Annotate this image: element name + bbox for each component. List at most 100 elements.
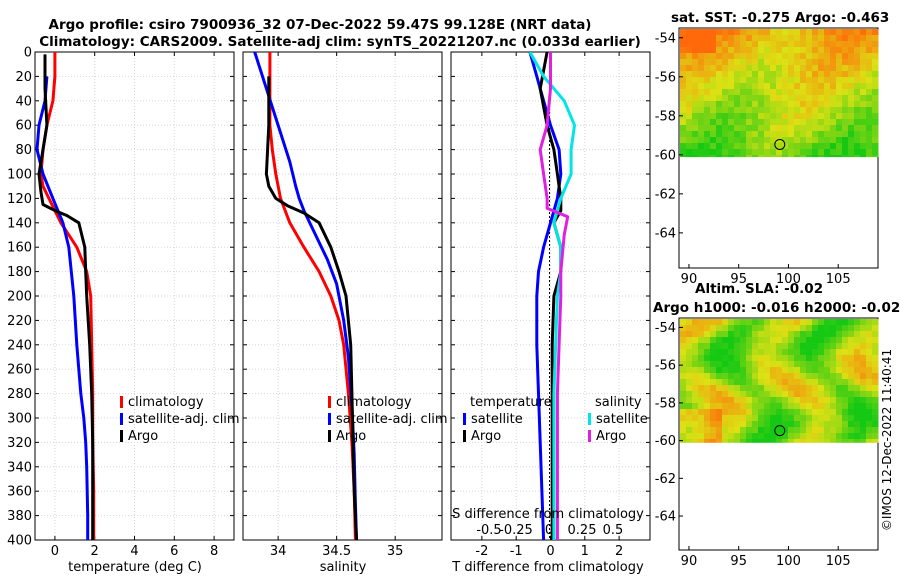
heat-cell [722, 71, 729, 78]
heat-cell [794, 41, 801, 48]
heat-cell [728, 47, 735, 54]
difference-panel: -2 -1 0 1 2 -0.5-0.25 0 0.25 0.5 temperature sa… [450, 51, 651, 575]
heat-cell [824, 385, 831, 392]
heat-cell [812, 367, 819, 374]
x-tick-label: -2 [475, 544, 488, 559]
heat-cell [776, 125, 783, 132]
heat-cell [860, 337, 867, 344]
heat-cell [860, 113, 867, 120]
heat-cell [692, 113, 699, 120]
s-tick-label: 0.25 [568, 523, 597, 538]
heat-cell [836, 35, 843, 42]
heat-cell [836, 113, 843, 120]
legend-swatch-climatology [328, 396, 331, 408]
heat-cell [734, 391, 741, 398]
heat-cell [740, 89, 747, 96]
heat-cell [686, 367, 693, 374]
heat-cell [692, 59, 699, 66]
legend-label-climatology: climatology [336, 395, 412, 410]
heat-cell [734, 101, 741, 108]
heat-cell [686, 113, 693, 120]
heat-cell [752, 409, 759, 416]
heat-cell [794, 409, 801, 416]
heat-cell [806, 95, 813, 102]
heat-cell [740, 47, 747, 54]
heat-cell [758, 83, 765, 90]
heat-cell [848, 89, 855, 96]
heat-cell [752, 361, 759, 368]
heat-cell [836, 149, 843, 156]
heat-cell [704, 143, 711, 150]
heat-cell [824, 337, 831, 344]
heat-cell [806, 89, 813, 96]
heat-cell [710, 439, 717, 443]
heat-cell [680, 325, 687, 332]
heat-cell [818, 149, 825, 156]
heat-cell [734, 367, 741, 374]
heat-cell [812, 343, 819, 350]
heat-cell [818, 319, 825, 326]
heat-cell [872, 379, 879, 386]
x-tick-label: -1 [510, 544, 523, 559]
heat-cell [716, 95, 723, 102]
heat-cell [770, 35, 777, 42]
heat-cell [758, 107, 765, 114]
heat-cell [788, 107, 795, 114]
heat-cell [842, 349, 849, 356]
heat-cell [716, 427, 723, 434]
heat-cell [758, 421, 765, 428]
heat-cell [770, 89, 777, 96]
heat-cell [752, 397, 759, 404]
heat-cell [776, 47, 783, 54]
x-tick-label: 2 [615, 544, 623, 559]
heat-cell [722, 397, 729, 404]
heat-cell [764, 77, 771, 84]
heat-cell [800, 35, 807, 42]
heat-cell [770, 415, 777, 422]
heat-cell [686, 325, 693, 332]
difference-legend: temperature satellite Argo salinity sate… [463, 395, 648, 444]
heat-cell [848, 391, 855, 398]
heat-cell [860, 83, 867, 90]
heat-cell [848, 83, 855, 90]
heat-cell [746, 439, 753, 443]
heat-cell [860, 379, 867, 386]
heat-cell [704, 355, 711, 362]
series-line-salinity-satellite [528, 52, 576, 540]
heat-cell [734, 319, 741, 326]
heat-cell [716, 47, 723, 54]
heat-cell [710, 143, 717, 150]
heat-cell [686, 385, 693, 392]
heat-cell [686, 391, 693, 398]
heat-cell [734, 35, 741, 42]
heat-cell [692, 421, 699, 428]
heat-cell [716, 155, 723, 158]
heat-cell [734, 113, 741, 120]
heat-cell [746, 337, 753, 344]
heat-cell [692, 361, 699, 368]
heat-cell [860, 319, 867, 326]
heat-cell [710, 71, 717, 78]
heat-cell [788, 433, 795, 440]
heat-cell [842, 427, 849, 434]
heat-cell [770, 403, 777, 410]
heat-cell [698, 433, 705, 440]
heat-cell [758, 59, 765, 66]
heat-cell [770, 149, 777, 156]
heat-cell [740, 131, 747, 138]
heat-cell [710, 77, 717, 84]
heat-cell [686, 119, 693, 126]
heat-cell [860, 107, 867, 114]
heat-cell [680, 65, 687, 72]
heat-cell [842, 433, 849, 440]
heat-cell [800, 113, 807, 120]
heat-cell [866, 343, 873, 350]
heat-cell [704, 367, 711, 374]
heat-cell [782, 107, 789, 114]
heat-cell [746, 379, 753, 386]
heat-cell [866, 71, 873, 78]
heat-cell [728, 155, 735, 158]
heat-cell [770, 53, 777, 60]
heat-cell [710, 331, 717, 338]
heat-cell [818, 53, 825, 60]
